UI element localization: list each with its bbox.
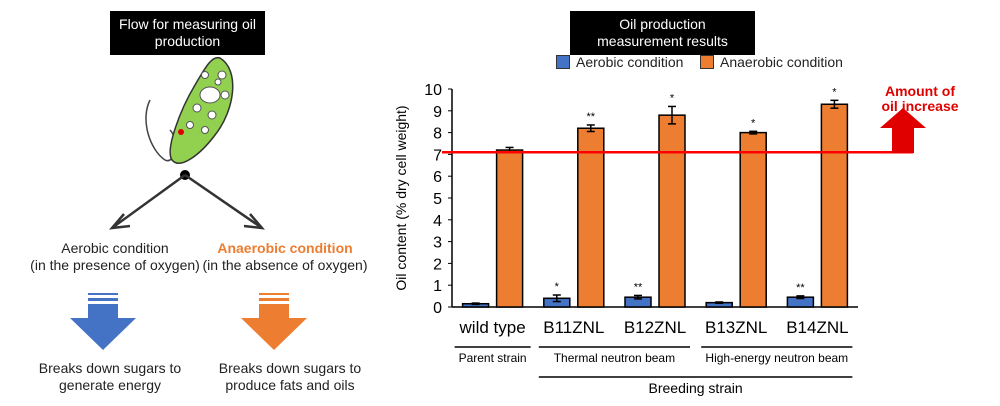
significance-mark: * bbox=[555, 281, 560, 293]
significance-mark: * bbox=[832, 86, 837, 98]
y-tick-label: 6 bbox=[433, 169, 442, 186]
significance-mark: ** bbox=[634, 281, 643, 293]
euglena-cell-icon bbox=[145, 56, 234, 164]
significance-mark: ** bbox=[587, 111, 596, 123]
y-tick-label: 5 bbox=[433, 191, 442, 208]
legend-aerobic: Aerobic condition bbox=[556, 54, 683, 70]
category-label: B14ZNL bbox=[786, 318, 848, 337]
y-axis-title: Oil content (% dry cell weight) bbox=[393, 105, 409, 290]
aerobic-condition-label: Aerobic condition (in the presence of ox… bbox=[30, 240, 200, 273]
y-tick-label: 7 bbox=[433, 147, 442, 164]
category-label: B12ZNL bbox=[624, 318, 686, 337]
category-label: wild type bbox=[459, 318, 526, 337]
y-tick-label: 2 bbox=[433, 256, 442, 273]
oil-increase-arrow-icon bbox=[880, 108, 926, 153]
oil-increase-callout: Amount of oil increase bbox=[881, 83, 959, 114]
legend-anaerobic-label: Anaerobic condition bbox=[720, 54, 843, 70]
bar-chart: 0 1 2 3 4 5 6 7 8 9 10 Oil content (% dry cell weig… bbox=[393, 82, 913, 396]
aerobic-result-text: Breaks down sugars to generate energy bbox=[38, 360, 182, 393]
anaerobic-condition-label: Anaerobic condition (in the absence of o… bbox=[202, 240, 368, 273]
bar-anaerobic bbox=[739, 131, 767, 308]
thermal-label: Thermal neutron beam bbox=[554, 351, 675, 365]
significance-mark: ** bbox=[796, 282, 805, 294]
significance-mark: * bbox=[670, 92, 675, 104]
branch-arrow-left bbox=[108, 173, 186, 230]
legend-aerobic-label: Aerobic condition bbox=[576, 54, 684, 70]
category-label: B11ZNL bbox=[543, 318, 604, 337]
y-tick-label: 3 bbox=[433, 235, 442, 252]
y-tick-label: 4 bbox=[433, 213, 442, 230]
y-tick-label: 10 bbox=[424, 82, 442, 99]
y-tick-label: 8 bbox=[433, 126, 442, 143]
legend-aerobic-swatch bbox=[556, 55, 570, 69]
flow-title: Flow for measuring oil production bbox=[110, 11, 265, 55]
breeding-label: Breeding strain bbox=[649, 380, 743, 396]
category-label: B13ZNL bbox=[705, 318, 767, 337]
high-energy-label: High-energy neutron beam bbox=[705, 351, 848, 365]
bar-anaerobic bbox=[577, 127, 605, 308]
bar-anaerobic bbox=[495, 149, 524, 308]
results-title: Oil production measurement results bbox=[570, 11, 755, 55]
bar-anaerobic bbox=[820, 103, 849, 308]
branch-arrow-right bbox=[184, 173, 266, 230]
anaerobic-result-text: Breaks down sugars to produce fats and o… bbox=[218, 360, 362, 393]
y-tick-label: 9 bbox=[433, 104, 442, 121]
legend-anaerobic-swatch bbox=[700, 55, 714, 69]
parent-strain-label: Parent strain bbox=[459, 351, 527, 365]
y-tick-label: 1 bbox=[433, 278, 442, 295]
bar-anaerobic bbox=[658, 114, 686, 308]
legend-anaerobic: Anaerobic condition bbox=[700, 54, 843, 70]
y-tick-label: 0 bbox=[433, 300, 442, 317]
significance-mark: * bbox=[751, 117, 756, 129]
aerobic-down-arrow-icon bbox=[70, 293, 136, 350]
anaerobic-down-arrow-icon bbox=[241, 293, 307, 350]
